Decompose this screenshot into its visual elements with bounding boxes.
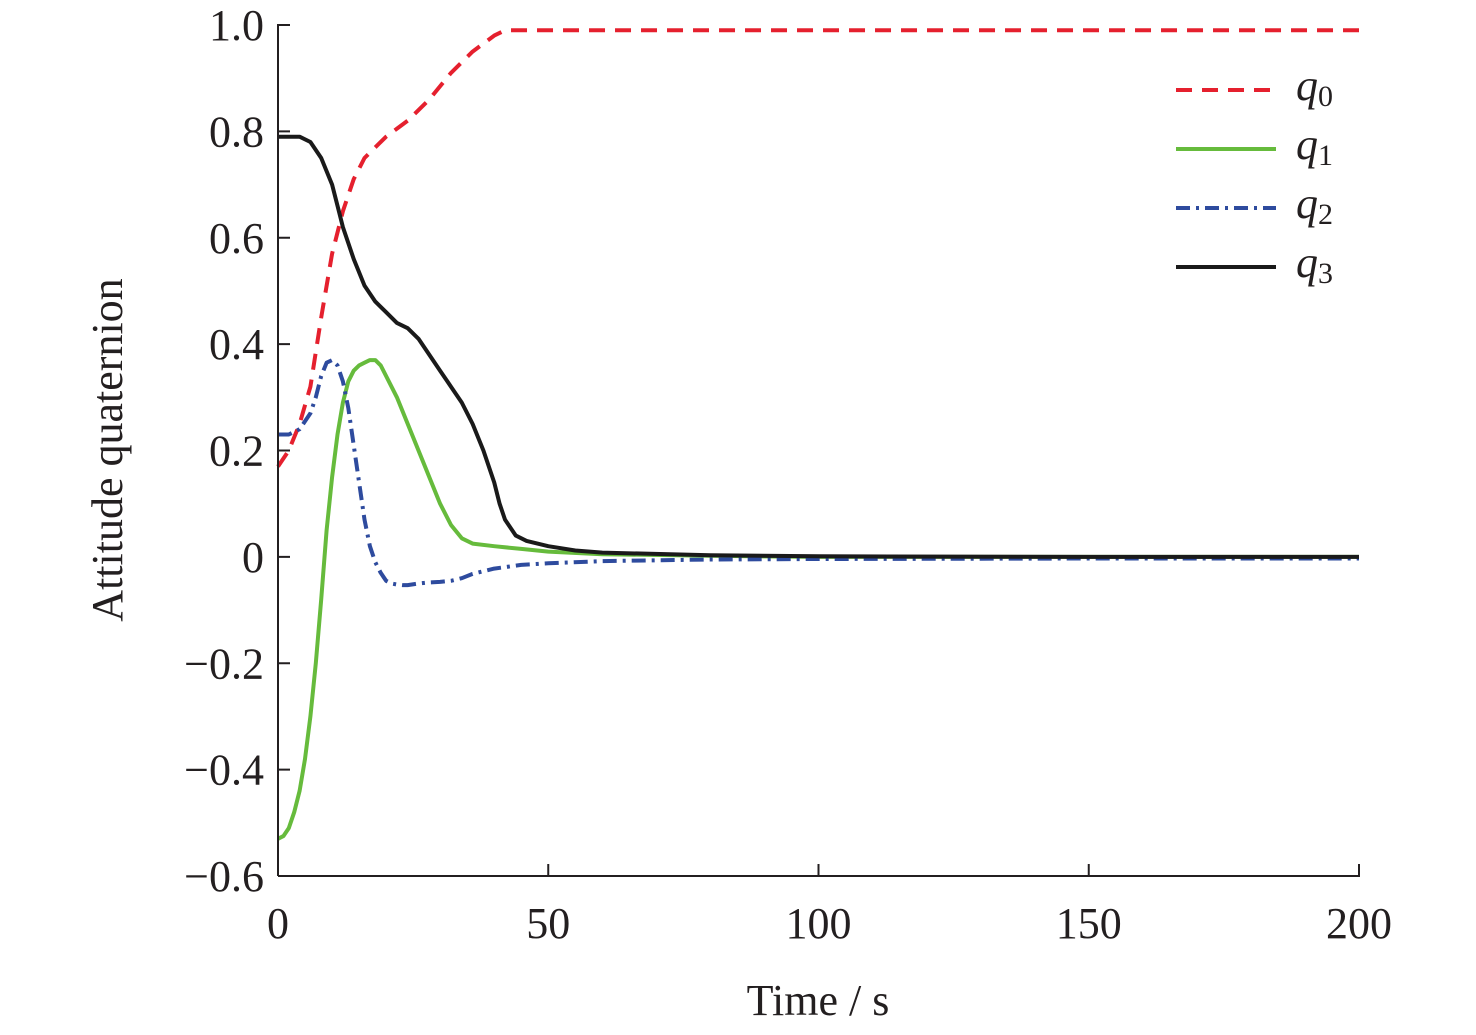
series-line-q1: [277, 358, 1359, 841]
x-tick-label: 200: [1326, 899, 1392, 948]
y-tick-label: 0.2: [209, 427, 264, 476]
legend: q0 q1 q2 q3: [1176, 61, 1333, 290]
y-tick-label: 0.8: [209, 107, 264, 156]
x-tick-label: 150: [1056, 899, 1122, 948]
y-tick-label: −0.6: [184, 852, 264, 901]
legend-label-q3: q3: [1296, 238, 1333, 290]
y-axis: −0.6 −0.4 −0.2 0 0.2 0.4 0.6 0.8 1.0: [184, 1, 290, 901]
y-tick-label: 0: [242, 533, 264, 582]
y-tick-label: 1.0: [209, 1, 264, 50]
x-axis-title: Time / s: [747, 976, 890, 1025]
legend-label-q1: q1: [1296, 120, 1333, 172]
y-axis-title: Attitude quaternion: [83, 278, 132, 621]
y-tick-label: 0.6: [209, 214, 264, 263]
x-axis: 0 50 100 150 200: [267, 864, 1392, 948]
x-tick-label: 0: [267, 899, 289, 948]
legend-label-q0: q0: [1296, 61, 1333, 113]
x-tick-label: 50: [526, 899, 570, 948]
plot-area: [276, 28, 1359, 841]
y-tick-label: 0.4: [209, 320, 264, 369]
x-tick-label: 100: [786, 899, 852, 948]
y-tick-label: −0.2: [184, 639, 264, 688]
y-tick-label: −0.4: [184, 746, 264, 795]
series-line-q2: [278, 358, 1359, 588]
legend-label-q2: q2: [1296, 179, 1333, 231]
series-line-q3: [278, 134, 1359, 559]
series-line-q0: [276, 28, 1359, 468]
